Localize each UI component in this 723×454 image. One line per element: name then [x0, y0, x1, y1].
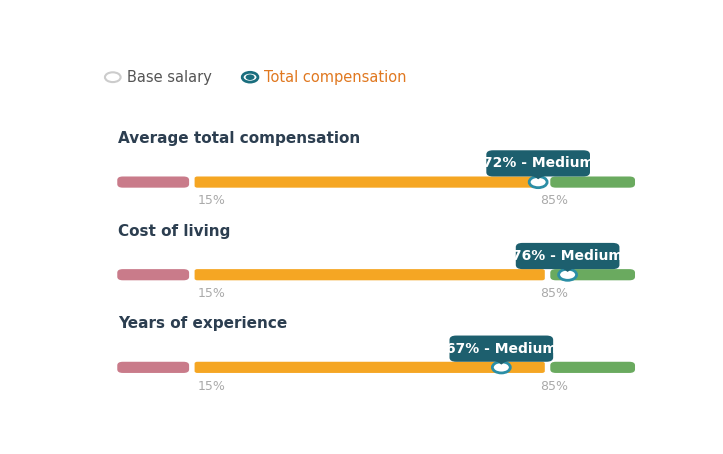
Text: Cost of living: Cost of living — [119, 223, 231, 238]
FancyBboxPatch shape — [550, 177, 635, 188]
FancyBboxPatch shape — [194, 269, 545, 280]
FancyBboxPatch shape — [117, 362, 189, 373]
FancyBboxPatch shape — [550, 362, 635, 373]
Text: 85%: 85% — [540, 380, 568, 393]
Polygon shape — [531, 175, 545, 179]
FancyBboxPatch shape — [194, 362, 545, 373]
Text: 15%: 15% — [197, 287, 225, 300]
Text: 85%: 85% — [540, 194, 568, 207]
Text: 72% - Medium: 72% - Medium — [483, 156, 594, 170]
Text: Total compensation: Total compensation — [264, 70, 406, 85]
Text: 76% - Medium: 76% - Medium — [512, 249, 623, 263]
FancyBboxPatch shape — [117, 269, 189, 280]
Circle shape — [529, 177, 547, 188]
Text: 67% - Medium: 67% - Medium — [446, 342, 557, 355]
Circle shape — [559, 269, 576, 280]
FancyBboxPatch shape — [117, 177, 189, 188]
Polygon shape — [561, 267, 574, 272]
FancyBboxPatch shape — [450, 336, 553, 362]
FancyBboxPatch shape — [550, 269, 635, 280]
Circle shape — [246, 74, 254, 80]
Circle shape — [492, 362, 510, 373]
Text: 15%: 15% — [197, 380, 225, 393]
FancyBboxPatch shape — [487, 150, 590, 177]
FancyBboxPatch shape — [194, 177, 545, 188]
Polygon shape — [495, 360, 508, 365]
Text: Average total compensation: Average total compensation — [119, 131, 361, 146]
Text: Years of experience: Years of experience — [119, 316, 288, 331]
Text: 15%: 15% — [197, 194, 225, 207]
FancyBboxPatch shape — [515, 243, 620, 269]
Text: 85%: 85% — [540, 287, 568, 300]
Text: Base salary: Base salary — [127, 70, 212, 85]
